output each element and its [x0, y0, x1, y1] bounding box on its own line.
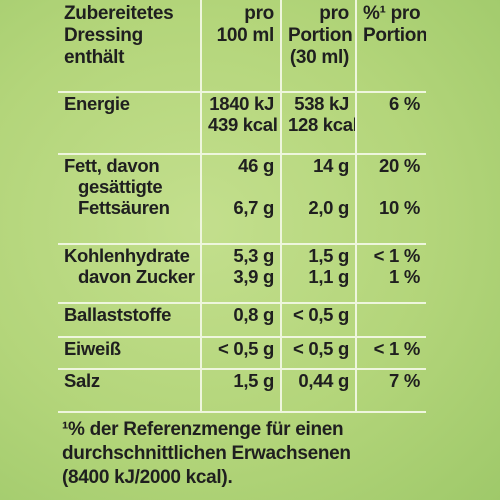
table-header-row: Zubereitetes Dressing enthält pro 100 ml…	[58, 0, 426, 93]
header-line: pro	[319, 3, 349, 24]
table-row-fett: Fett, davon gesättigte Fettsäuren 46 g 6…	[58, 154, 426, 245]
header-line: Portion	[288, 25, 353, 46]
value-percent: < 1 % 1 %	[356, 244, 426, 304]
header-percent-portion: %¹ pro Portion	[356, 0, 426, 93]
value-line: 1 %	[389, 266, 420, 287]
header-nutrient: Zubereitetes Dressing enthält	[58, 0, 202, 93]
table-row-energie: Energie 1840 kJ 439 kcal 538 kJ 128 kcal…	[58, 92, 426, 155]
header-line: Portion	[363, 25, 426, 46]
value-line: 439 kcal	[208, 114, 278, 135]
value-per-portion: 1,5 g 1,1 g	[281, 244, 357, 304]
value-percent: 7 %	[356, 369, 426, 413]
label-sub-line: gesättigte	[78, 176, 163, 197]
header-per-portion: pro Portion (30 ml)	[281, 0, 357, 93]
value-percent	[356, 303, 426, 338]
header-line: (30 ml)	[289, 47, 349, 68]
value-per-100ml: 1,5 g	[201, 369, 282, 413]
value-line: 1,5 g	[308, 245, 349, 266]
header-per-100ml: pro 100 ml	[201, 0, 282, 93]
value-per-portion: 538 kJ 128 kcal	[281, 92, 357, 155]
header-line: enthält	[64, 47, 125, 68]
value-line: 2,0 g	[308, 197, 349, 218]
value-percent: 20 % 10 %	[356, 154, 426, 245]
value-line: 1,1 g	[308, 266, 349, 287]
footnote-line: ¹% der Referenzmenge für einen	[62, 419, 344, 440]
value-per-100ml: 46 g 6,7 g	[201, 154, 282, 245]
nutrient-label: Ballaststoffe	[58, 303, 202, 338]
table-row-kohlenhydrate: Kohlenhydrate davon Zucker 5,3 g 3,9 g 1…	[58, 244, 426, 304]
value-line: 3,9 g	[233, 266, 274, 287]
footnote-line: (8400 kJ/2000 kcal).	[62, 467, 233, 488]
table-row-eiweiss: Eiweiß < 0,5 g < 0,5 g < 1 %	[58, 337, 426, 370]
nutrition-table: Zubereitetes Dressing enthält pro 100 ml…	[58, 0, 426, 413]
footnote: ¹% der Referenzmenge für einen durchschn…	[62, 418, 462, 490]
value-line: < 1 %	[373, 245, 421, 266]
value-line: 1840 kJ	[209, 93, 274, 114]
value-line: 10 %	[379, 197, 420, 218]
value-per-100ml: 5,3 g 3,9 g	[201, 244, 282, 304]
label-sub-line: davon Zucker	[78, 266, 195, 287]
value-per-portion: < 0,5 g	[281, 337, 357, 370]
nutrient-label: Fett, davon gesättigte Fettsäuren	[58, 154, 202, 245]
value-per-portion: < 0,5 g	[281, 303, 357, 338]
label-sub-line: Fettsäuren	[78, 197, 170, 218]
label-line: Kohlenhydrate	[64, 245, 190, 266]
header-line: 100 ml	[216, 25, 275, 46]
nutrient-label: Eiweiß	[58, 337, 202, 370]
value-per-100ml: 1840 kJ 439 kcal	[201, 92, 282, 155]
label-line: Fett, davon	[64, 155, 160, 176]
value-line: 14 g	[313, 155, 349, 176]
footnote-line: durchschnittlichen Erwachsenen	[62, 443, 351, 464]
value-line: 46 g	[238, 155, 274, 176]
value-per-100ml: < 0,5 g	[201, 337, 282, 370]
header-line: %¹ pro	[363, 3, 421, 24]
value-per-portion: 0,44 g	[281, 369, 357, 413]
value-per-100ml: 0,8 g	[201, 303, 282, 338]
header-line: pro	[244, 3, 274, 24]
value-per-portion: 14 g 2,0 g	[281, 154, 357, 245]
nutrient-label: Kohlenhydrate davon Zucker	[58, 244, 202, 304]
table-row-salz: Salz 1,5 g 0,44 g 7 %	[58, 369, 426, 413]
header-line: Dressing	[64, 25, 143, 46]
value-line: 5,3 g	[233, 245, 274, 266]
nutrient-label: Salz	[58, 369, 202, 413]
value-line: 6,7 g	[233, 197, 274, 218]
value-percent: 6 %	[356, 92, 426, 155]
value-line: 538 kJ	[294, 93, 349, 114]
value-line: 128 kcal	[288, 114, 356, 135]
table-row-ballaststoffe: Ballaststoffe 0,8 g < 0,5 g	[58, 303, 426, 338]
value-line: 20 %	[379, 155, 420, 176]
value-percent: < 1 %	[356, 337, 426, 370]
nutrient-label: Energie	[58, 92, 202, 155]
header-line: Zubereitetes	[64, 3, 174, 24]
